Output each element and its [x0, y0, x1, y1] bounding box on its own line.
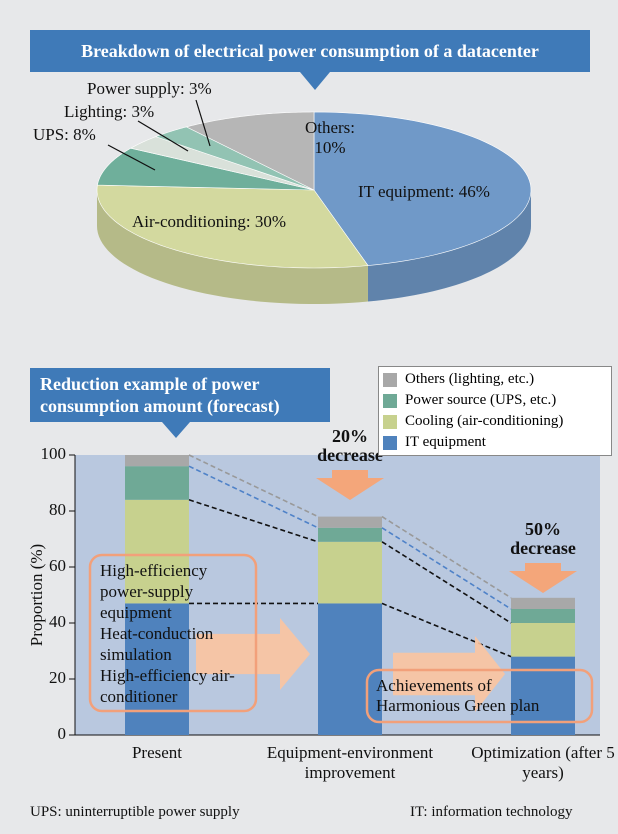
bar-segment [318, 603, 382, 735]
legend-label: Power source (UPS, etc.) [405, 392, 557, 408]
title-banner [30, 368, 330, 422]
flow-arrow [196, 618, 310, 690]
legend-item: Power source (UPS, etc.) [383, 390, 607, 411]
leader-line [195, 99, 211, 147]
legend-swatch [383, 435, 397, 450]
legend-item: Others (lighting, etc.) [383, 369, 607, 390]
leader-line [137, 120, 189, 152]
leader-line [107, 144, 156, 171]
pie-slice [97, 147, 315, 191]
legend-swatch [383, 414, 397, 429]
footnote: UPS: uninterruptible power supply [30, 804, 240, 820]
pie-slice [185, 111, 315, 191]
pie-side [367, 190, 531, 302]
legend-label: IT equipment [405, 434, 486, 450]
achievement-box [365, 668, 594, 724]
y-axis-label: Proportion (%) [27, 544, 46, 646]
bar-segment [511, 609, 575, 623]
connector-line [381, 602, 512, 658]
pie-slice [313, 111, 532, 266]
decrease-label: 20% decrease [317, 426, 383, 465]
measures-text: High-efficiency power-supply equipment He… [100, 560, 250, 707]
y-tick-label: 100 [41, 444, 67, 463]
y-tick-label: 0 [58, 724, 67, 743]
pie-label: Lighting: 3% [64, 102, 155, 121]
bar-segment [125, 603, 189, 735]
footnote: IT: information technology [410, 804, 573, 820]
x-tick-label: Equipment-environment improvement [266, 743, 434, 782]
legend-swatch [383, 393, 397, 408]
bar-segment [318, 541, 382, 604]
pie-label: IT equipment: 46% [358, 182, 490, 201]
pie-slice [129, 136, 315, 191]
bar-segment [318, 516, 382, 528]
bar-segment [318, 527, 382, 542]
pie-label: UPS: 8% [33, 125, 96, 144]
x-tick-label: Present [131, 743, 183, 762]
bar-segment [511, 623, 575, 657]
chart-title: Reduction example of power consumption a… [40, 374, 280, 416]
bar-segment [125, 499, 189, 604]
connector-line [381, 541, 512, 624]
legend-item: IT equipment [383, 432, 607, 453]
pie-side [97, 190, 368, 304]
legend-swatch [383, 372, 397, 387]
title-banner [30, 30, 590, 72]
bar-segment [511, 597, 575, 609]
bar-segment [125, 455, 189, 467]
pie-slice [96, 184, 369, 269]
bar-segment [125, 466, 189, 500]
connector-line [381, 515, 512, 599]
connector-line [188, 499, 319, 543]
y-tick-label: 40 [49, 612, 66, 631]
banner-pointer [162, 422, 190, 438]
x-tick-label: Optimization (after 5 years) [471, 743, 615, 782]
pie-label: Air-conditioning: 30% [132, 212, 287, 231]
measure-item: High-efficiency power-supply equipment [100, 561, 208, 622]
y-tick-label: 20 [49, 668, 66, 687]
decrease-arrow [316, 470, 384, 500]
pie-label: Power supply: 3% [87, 79, 212, 98]
decrease-arrow [509, 563, 577, 593]
legend-label: Others (lighting, etc.) [405, 371, 535, 387]
banner-pointer [300, 72, 330, 90]
measure-item: Heat-conduction simulation [100, 624, 214, 664]
y-tick-label: 80 [49, 500, 66, 519]
y-tick-label: 60 [49, 556, 66, 575]
achievement-text: Achievements of Harmonious Green plan [376, 676, 540, 715]
flow-arrow [393, 636, 505, 712]
legend-label: Cooling (air-conditioning) [405, 413, 564, 429]
connector-line [381, 527, 512, 610]
measures-box [88, 553, 258, 713]
decrease-label: 50% decrease [510, 519, 576, 558]
legend: Others (lighting, etc.) Power source (UPS… [378, 366, 612, 456]
legend-item: Cooling (air-conditioning) [383, 411, 607, 432]
pie-side-shade [97, 190, 368, 304]
measure-item: High-efficiency air-conditioner [100, 666, 235, 706]
pie-side-shade [367, 190, 531, 302]
pie-label: Others: 10% [304, 118, 356, 157]
chart-title: Breakdown of electrical power consumptio… [81, 41, 539, 61]
